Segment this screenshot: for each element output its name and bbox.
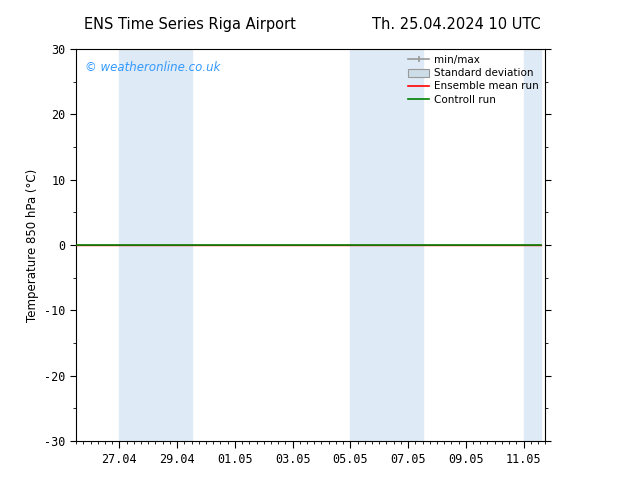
Text: Th. 25.04.2024 10 UTC: Th. 25.04.2024 10 UTC: [372, 17, 541, 32]
Bar: [351, 49, 394, 441]
Bar: [524, 49, 541, 441]
Text: © weatheronline.co.uk: © weatheronline.co.uk: [86, 61, 221, 74]
Bar: [163, 49, 191, 441]
Bar: [119, 49, 163, 441]
Legend: min/max, Standard deviation, Ensemble mean run, Controll run: min/max, Standard deviation, Ensemble me…: [404, 51, 543, 109]
Text: ENS Time Series Riga Airport: ENS Time Series Riga Airport: [84, 17, 296, 32]
Y-axis label: Temperature 850 hPa (°C): Temperature 850 hPa (°C): [26, 169, 39, 321]
Bar: [394, 49, 422, 441]
